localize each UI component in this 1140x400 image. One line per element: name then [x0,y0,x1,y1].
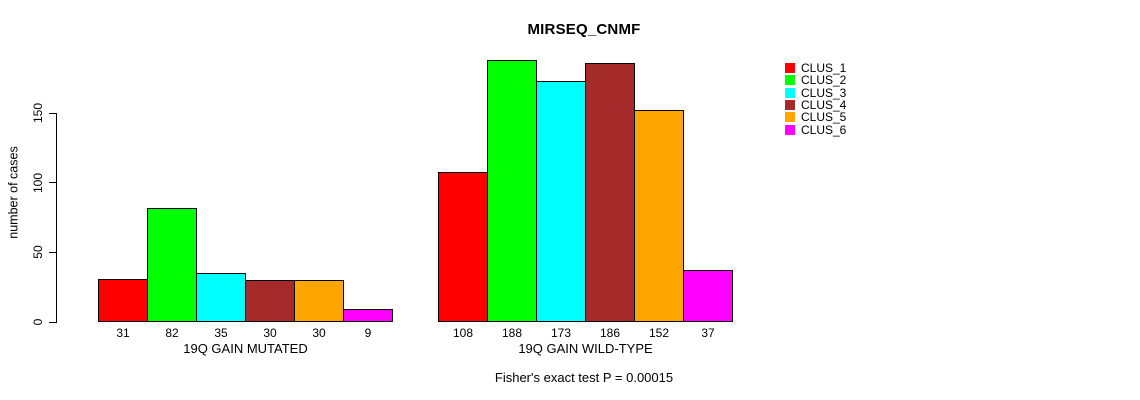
bar-clus_5 [294,280,344,322]
bar-value-label: 30 [312,326,326,340]
bar-value-label: 31 [116,326,130,340]
y-axis-tick-label: 150 [31,102,45,124]
group-axis-label: 19Q GAIN WILD-TYPE [518,341,653,356]
bar-clus_4 [585,62,635,322]
chart-title: MIRSEQ_CNMF [527,21,641,38]
bar-clus_2 [147,207,197,322]
bar-value-label: 30 [263,326,277,340]
bar-clus_4 [245,280,295,322]
bar-clus_3 [196,273,246,322]
bar-value-label: 82 [165,326,179,340]
legend-swatch [785,87,795,98]
y-axis-tick [49,321,56,323]
legend-swatch [785,100,795,111]
y-axis-tick-label: 100 [31,172,45,193]
legend-swatch [785,112,795,123]
legend-label: CLUS_5 [801,110,847,125]
group-axis-label: 19Q GAIN MUTATED [183,341,308,356]
bar-value-label: 188 [501,326,523,340]
legend-label: CLUS_6 [801,122,847,137]
bar-clus_6 [343,309,393,322]
y-axis-label: number of cases [6,146,21,239]
bar-value-label: 173 [550,326,572,340]
y-axis-tick-label: 50 [31,245,45,260]
legend-swatch [785,63,795,73]
bar-clus_1 [438,171,488,322]
bar-clus_6 [683,270,733,322]
bar-value-label: 108 [452,326,474,340]
legend-label: CLUS_1 [801,61,847,75]
bar-clus_3 [536,80,586,322]
bar-value-label: 9 [364,326,372,340]
bar-value-label: 152 [648,326,670,340]
legend-swatch [785,75,795,86]
legend-label: CLUS_3 [801,85,847,100]
bar-clus_5 [634,110,684,322]
bar-value-label: 37 [701,326,715,340]
y-axis-tick [49,251,56,253]
fisher-test-caption: Fisher's exact test P = 0.00015 [494,370,674,385]
legend-label: CLUS_2 [801,73,847,88]
bar-clus_2 [487,60,537,322]
y-axis-line [56,113,57,323]
legend-swatch [785,124,795,135]
legend-label: CLUS_4 [801,98,847,113]
bar-value-label: 35 [214,326,228,340]
bar-value-label: 186 [599,326,621,340]
bar-clus_1 [98,278,148,322]
y-axis-tick-label: 0 [31,318,45,326]
y-axis-tick [49,112,56,114]
y-axis-tick [49,182,56,184]
